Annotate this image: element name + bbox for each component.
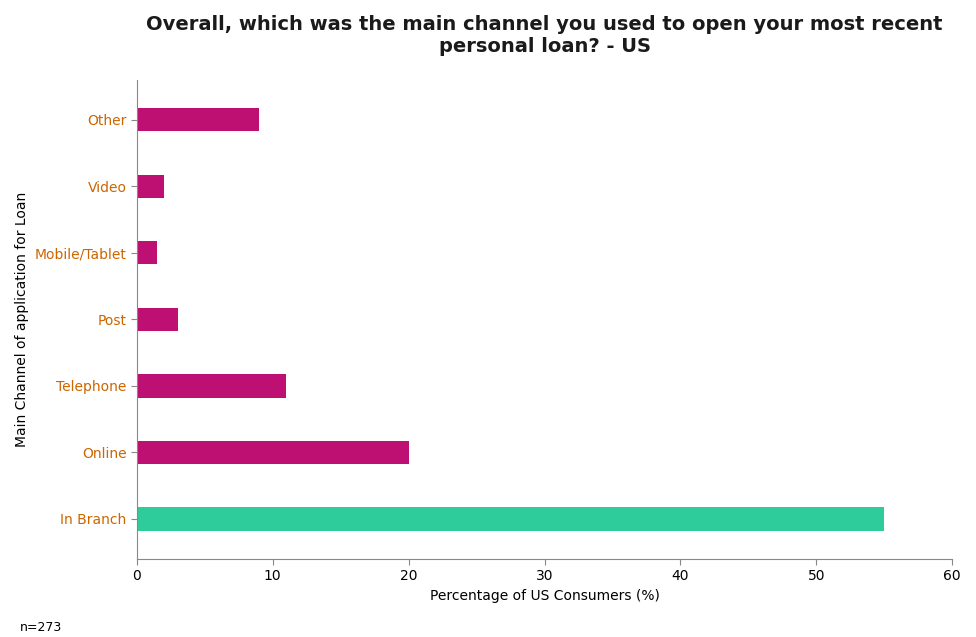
Bar (137, 175, 164, 198)
X-axis label: Percentage of US Consumers (%): Percentage of US Consumers (%) (429, 589, 660, 603)
Bar (137, 241, 157, 264)
Bar (137, 308, 178, 331)
Bar (137, 108, 260, 131)
Title: Overall, which was the main channel you used to open your most recent
personal l: Overall, which was the main channel you … (146, 15, 943, 56)
Y-axis label: Main Channel of application for Loan: Main Channel of application for Loan (15, 192, 29, 447)
Bar (137, 507, 884, 531)
Bar (137, 375, 286, 397)
Text: n=273: n=273 (20, 620, 61, 634)
Bar (137, 441, 409, 464)
